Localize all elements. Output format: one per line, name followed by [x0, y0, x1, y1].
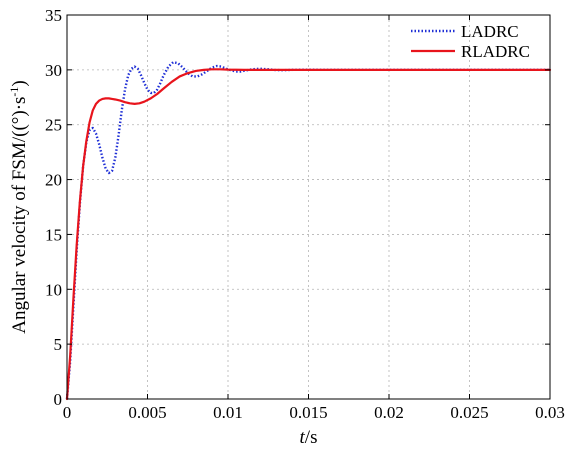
y-axis-title-superscript: -1: [7, 87, 21, 97]
y-tick-label: 10: [45, 280, 62, 299]
y-tick-label: 25: [45, 116, 62, 135]
x-tick-label: 0.03: [535, 403, 565, 422]
y-tick-label: 35: [45, 6, 62, 25]
axis-ticks: 0 0.005 0.01 0.015 0.02 0.025 0.03 0 5 10 15 20 25 30…: [45, 6, 565, 422]
x-tick-label: 0.015: [289, 403, 327, 422]
y-tick-label: 30: [45, 61, 62, 80]
y-axis-title-main: Angular velocity of FSM/((°)·s: [9, 97, 30, 334]
x-tick-label: 0.005: [128, 403, 166, 422]
series-line-rladrc: [65, 68, 552, 401]
series-layer: [65, 60, 552, 401]
x-axis-title-unit: /s: [305, 427, 318, 448]
legend-label-ladrc: LADRC: [461, 22, 519, 41]
x-axis-title-symbol: t: [300, 427, 306, 448]
y-tick-label: 15: [45, 225, 62, 244]
x-tick-label: 0.01: [213, 403, 243, 422]
y-tick-label: 5: [54, 335, 63, 354]
y-axis-title: Angular velocity of FSM/((°)·s-1): [7, 80, 30, 333]
grid-lines: [67, 15, 550, 399]
y-axis-title-close: ): [9, 80, 30, 86]
x-tick-label: 0: [63, 403, 72, 422]
x-axis-title: t/s: [300, 427, 318, 448]
y-tick-label: 0: [54, 390, 63, 409]
legend-label-rladrc: RLADRC: [461, 42, 530, 61]
x-tick-label: 0.025: [450, 403, 488, 422]
y-tick-label: 20: [45, 171, 62, 190]
x-tick-label: 0.02: [374, 403, 404, 422]
